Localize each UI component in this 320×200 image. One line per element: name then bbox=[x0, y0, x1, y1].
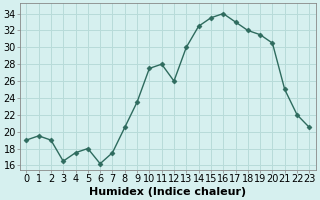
X-axis label: Humidex (Indice chaleur): Humidex (Indice chaleur) bbox=[89, 187, 246, 197]
